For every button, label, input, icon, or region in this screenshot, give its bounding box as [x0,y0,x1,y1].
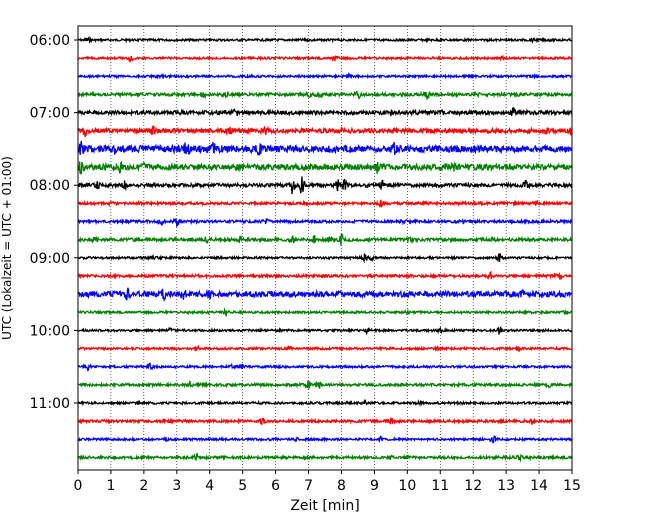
y-tick-label: 09:00 [30,251,70,267]
y-tick-label: 10:00 [30,323,70,339]
x-tick-label: 12 [464,478,482,494]
x-axis-ticks: 0 1 2 3 4 5 6 7 8 9 10 11 12 13 14 15 [74,470,581,494]
y-axis-ticks: 06:00 07:00 08:00 09:00 10:00 11:00 [30,33,78,412]
trace-0600 [77,36,573,44]
trace-0630 [77,71,573,80]
x-tick-label: 1 [106,478,115,494]
trace-0615 [77,54,573,64]
trace-0700 [77,106,573,117]
trace-1145 [77,452,573,463]
x-tick-label: 10 [398,478,416,494]
trace-1115 [77,416,573,426]
plot-frame [77,25,573,471]
x-tick-label: 7 [304,478,313,494]
trace-0830 [77,217,573,228]
x-tick-label: 2 [139,478,148,494]
x-tick-label: 6 [271,478,280,494]
y-axis-title: UTC (Lokalzeit = UTC + 01:00) [0,156,14,340]
trace-0930 [77,287,573,303]
trace-0800 [77,176,573,195]
trace-0915 [77,270,573,281]
x-tick-label: 13 [497,478,515,494]
x-tick-label: 3 [172,478,181,494]
y-tick-label: 11:00 [30,396,70,412]
trace-0815 [77,199,573,208]
trace-1015 [77,344,573,352]
x-tick-label: 4 [205,478,214,494]
x-tick-label: 5 [238,478,247,494]
x-tick-label: 14 [530,478,548,494]
trace-1100 [77,399,573,407]
x-tick-label: 9 [370,478,379,494]
trace-0645 [77,90,573,100]
trace-1030 [77,362,573,372]
y-tick-label: 07:00 [30,106,70,122]
x-axis-title: Zeit [min] [290,498,359,514]
trace-0845 [77,233,573,246]
trace-0900 [77,253,573,264]
x-tick-label: 8 [337,478,346,494]
seismic-traces [77,36,573,463]
trace-1045 [77,380,573,390]
trace-1130 [77,435,573,444]
trace-1000 [77,326,573,336]
y-tick-label: 08:00 [30,178,70,194]
trace-0730 [77,140,573,156]
x-tick-label: 0 [74,478,83,494]
trace-0945 [77,307,573,317]
trace-0715 [77,125,573,138]
x-tick-label: 11 [431,478,449,494]
y-tick-label: 06:00 [30,33,70,49]
x-tick-label: 15 [563,478,581,494]
vertical-gridlines [110,26,540,470]
trace-0745 [77,160,573,175]
